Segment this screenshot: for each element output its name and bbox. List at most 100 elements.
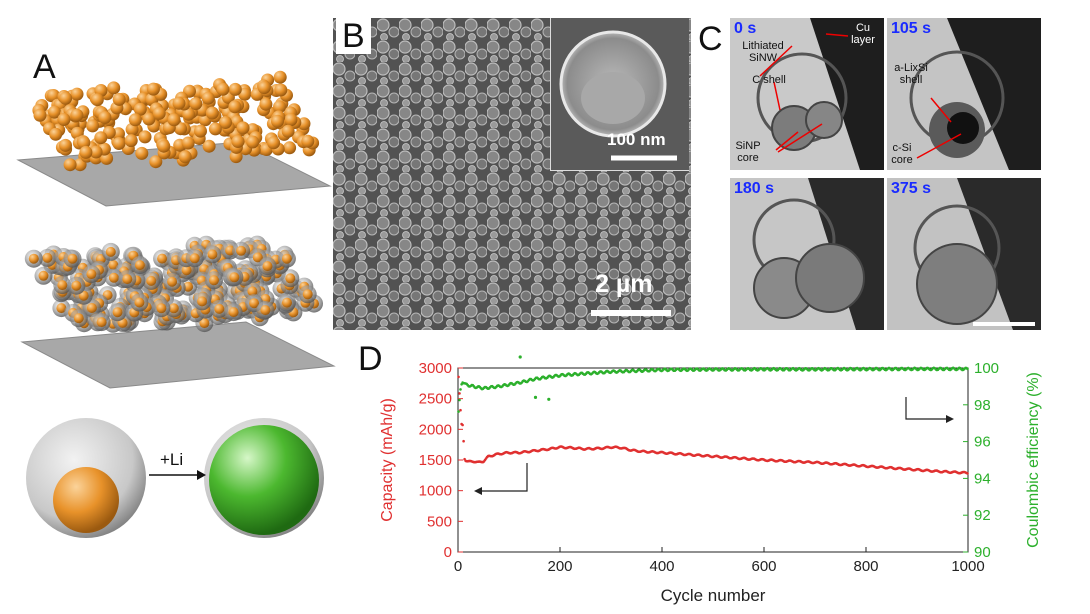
ce-point bbox=[458, 398, 461, 402]
orange-particle bbox=[174, 122, 188, 136]
ce-point bbox=[457, 410, 460, 413]
arrow-capacity-head bbox=[474, 487, 482, 495]
orange-particle bbox=[274, 83, 288, 97]
orange-particle bbox=[301, 134, 315, 148]
label-a-lisi-shell: a-LixSi shell bbox=[894, 62, 928, 86]
orange-particle bbox=[133, 102, 147, 116]
ce-outlier-point bbox=[547, 397, 551, 401]
label-sinp-core: SiNP core bbox=[735, 140, 761, 164]
orange-particle-bed bbox=[32, 70, 320, 172]
tem-time-0s: 0 s bbox=[734, 20, 757, 37]
orange-particle bbox=[167, 276, 178, 287]
y-left-tick-label: 2500 bbox=[419, 391, 452, 408]
orange-particle bbox=[209, 275, 219, 286]
x-axis-ticks: 0 200 400 600 800 1000 bbox=[454, 547, 985, 575]
orange-particle bbox=[57, 280, 68, 291]
orange-particle bbox=[112, 307, 123, 318]
x-tick-label: 200 bbox=[547, 558, 572, 575]
orange-particle bbox=[71, 280, 82, 291]
orange-particle bbox=[262, 261, 273, 272]
orange-particle bbox=[197, 296, 208, 307]
capacity-cycling-chart: 0 200 400 600 800 1000 0 500 1000 1500 2000 2500 30… bbox=[379, 355, 1042, 605]
orange-particle bbox=[134, 260, 145, 271]
y-axis-right-title: Coulombic efficiency (%) bbox=[1025, 372, 1042, 548]
x-tick-label: 800 bbox=[853, 558, 878, 575]
orange-particle bbox=[281, 253, 292, 264]
orange-particle bbox=[246, 135, 260, 149]
orange-particle bbox=[219, 116, 232, 129]
orange-particle bbox=[124, 134, 138, 148]
label-c-shell: C shell bbox=[752, 74, 786, 86]
substrate-middle bbox=[20, 321, 336, 389]
orange-particle bbox=[33, 108, 47, 122]
y-left-tick-label: 2000 bbox=[419, 421, 452, 438]
orange-particle bbox=[48, 105, 61, 119]
orange-particle bbox=[70, 108, 84, 122]
orange-particle bbox=[302, 289, 313, 300]
orange-particle bbox=[149, 155, 163, 169]
orange-particle bbox=[90, 93, 104, 107]
orange-particle bbox=[86, 303, 97, 313]
orange-particle bbox=[273, 100, 286, 114]
orange-particle bbox=[168, 303, 179, 314]
orange-particle bbox=[122, 274, 133, 285]
orange-particle bbox=[156, 303, 167, 314]
orange-particle bbox=[181, 136, 195, 150]
capacity-point bbox=[459, 408, 462, 412]
orange-particle bbox=[201, 91, 215, 105]
tem-time-105s: 105 s bbox=[891, 20, 932, 37]
tem-frame-105s: 105 s a-LixSi shell c-Si core bbox=[887, 18, 1041, 170]
orange-particle bbox=[73, 313, 84, 324]
orange-particle bbox=[189, 253, 200, 264]
orange-particle bbox=[67, 253, 78, 264]
orange-particle bbox=[236, 121, 250, 135]
orange-particle bbox=[285, 273, 296, 284]
capacity-point bbox=[966, 472, 969, 475]
plot-frame bbox=[457, 367, 969, 553]
orange-particle bbox=[178, 150, 192, 164]
orange-particle bbox=[146, 275, 157, 286]
orange-particle bbox=[128, 113, 142, 127]
y-right-tick-label: 100 bbox=[974, 360, 999, 377]
orange-particle bbox=[207, 249, 218, 260]
orange-core bbox=[53, 467, 119, 533]
main-scale-label: 2 µm bbox=[595, 270, 653, 298]
sem-image: 100 nm 2 µm bbox=[333, 18, 691, 330]
label-c-si-core: c-Si core bbox=[891, 142, 913, 166]
orange-particle bbox=[229, 272, 240, 283]
orange-particle bbox=[257, 81, 271, 95]
orange-particle bbox=[157, 139, 171, 153]
orange-particle bbox=[228, 307, 239, 318]
orange-particle bbox=[167, 113, 181, 127]
series-coulombic-efficiency bbox=[457, 355, 969, 413]
orange-particle bbox=[59, 91, 73, 105]
tem-time-375s: 375 s bbox=[891, 180, 932, 197]
orange-particle bbox=[105, 246, 116, 257]
orange-particle bbox=[79, 145, 93, 159]
tem-time-180s: 180 s bbox=[734, 180, 775, 197]
x-tick-label: 600 bbox=[751, 558, 776, 575]
orange-particle bbox=[281, 124, 295, 138]
orange-particle bbox=[59, 138, 72, 152]
orange-particle bbox=[194, 124, 207, 138]
orange-particle bbox=[181, 265, 192, 276]
orange-particle bbox=[38, 270, 49, 281]
y-right-tick-label: 94 bbox=[974, 470, 991, 487]
x-tick-label: 1000 bbox=[951, 558, 984, 575]
capacity-point bbox=[457, 375, 460, 379]
y-axis-right-ticks: 90 92 94 96 98 100 bbox=[963, 360, 999, 561]
capacity-point bbox=[462, 439, 465, 443]
orange-particle bbox=[205, 106, 219, 120]
panel-label-d: D bbox=[358, 340, 383, 378]
orange-particle bbox=[249, 298, 260, 309]
orange-particle bbox=[284, 113, 298, 127]
orange-particle bbox=[189, 97, 203, 111]
orange-particle bbox=[236, 245, 247, 256]
y-axis-left-title: Capacity (mAh/g) bbox=[379, 398, 396, 522]
capacity-point bbox=[458, 392, 461, 395]
x-tick-label: 0 bbox=[454, 558, 462, 575]
orange-particle bbox=[146, 82, 160, 96]
y-left-tick-label: 1000 bbox=[419, 483, 452, 500]
ce-point bbox=[459, 388, 462, 391]
sem-inset: 100 nm bbox=[550, 18, 689, 171]
